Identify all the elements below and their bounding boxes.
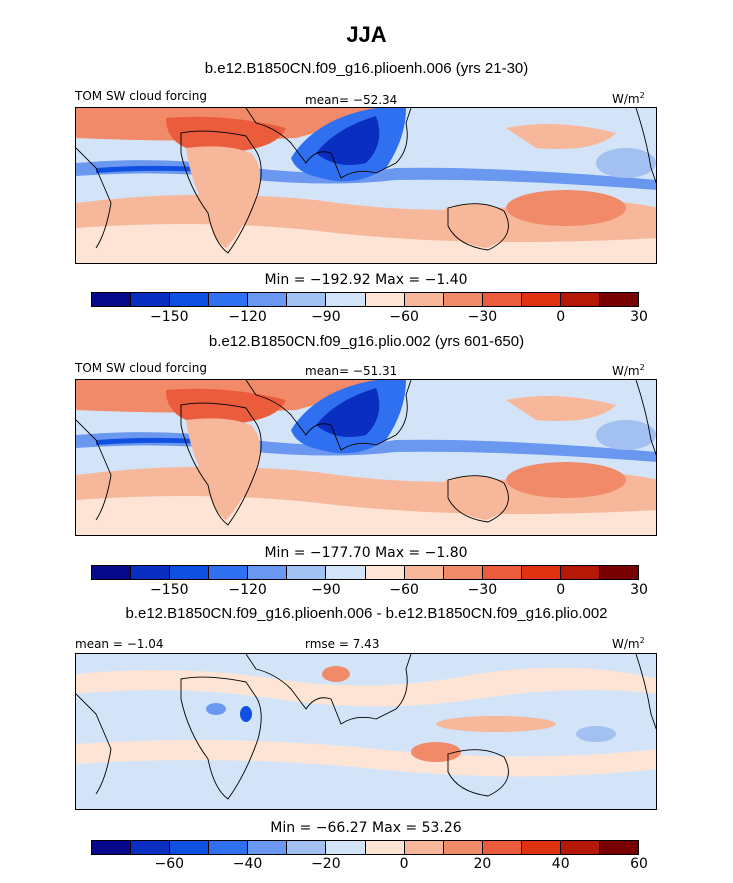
- colorbar-tick-label: −30: [467, 582, 498, 598]
- colorbar-swatch: [521, 293, 561, 306]
- colorbar-tick-label: −20: [311, 856, 341, 872]
- colorbar-swatch: [560, 293, 601, 306]
- colorbar-swatch: [560, 841, 601, 854]
- panel-3-colorbar: [91, 840, 639, 855]
- panel-2-map-svg: [76, 380, 656, 535]
- colorbar-swatch: [326, 566, 366, 579]
- colorbar-swatch: [443, 841, 483, 854]
- panel-3-units: W/m2: [612, 636, 645, 651]
- colorbar-swatch: [482, 841, 522, 854]
- colorbar-swatch: [326, 841, 366, 854]
- panel-1-title: b.e12.B1850CN.f09_g16.plioenh.006 (yrs 2…: [204, 60, 529, 77]
- colorbar-swatch: [365, 841, 405, 854]
- panel-1-map: [75, 107, 657, 264]
- colorbar-tick-label: −150: [150, 309, 189, 325]
- panel-3-map-svg: [76, 654, 656, 809]
- panel-3-min-max: Min = −66.27 Max = 53.26: [270, 820, 462, 836]
- colorbar-tick-label: 40: [551, 856, 570, 872]
- colorbar-swatch: [131, 841, 171, 854]
- colorbar-swatch: [248, 293, 288, 306]
- colorbar-swatch: [92, 566, 132, 579]
- panel-3-map: [75, 653, 657, 810]
- colorbar-tick-label: 20: [473, 856, 492, 872]
- colorbar-swatch: [209, 566, 249, 579]
- colorbar-swatch: [600, 293, 639, 306]
- colorbar-tick-label: 30: [630, 309, 648, 325]
- colorbar-swatch: [248, 841, 288, 854]
- colorbar-swatch: [287, 566, 327, 579]
- colorbar-swatch: [521, 841, 561, 854]
- colorbar-swatch: [248, 566, 288, 579]
- panel-2-units: W/m2: [612, 363, 645, 378]
- colorbar-swatch: [170, 566, 210, 579]
- colorbar-tick-label: 30: [630, 582, 648, 598]
- colorbar-swatch: [131, 293, 171, 306]
- colorbar-swatch: [209, 841, 249, 854]
- colorbar-swatch: [443, 566, 483, 579]
- colorbar-tick-label: −150: [150, 582, 189, 598]
- colorbar-tick-label: −90: [311, 582, 341, 598]
- colorbar-swatch: [92, 841, 132, 854]
- figure-title: JJA: [346, 22, 387, 47]
- panel-1-mean-label: mean= −52.34: [305, 93, 398, 107]
- panel-1-units: W/m2: [612, 91, 645, 106]
- colorbar-tick-label: −60: [154, 856, 185, 872]
- colorbar-tick-label: −30: [467, 309, 498, 325]
- colorbar-swatch: [482, 566, 522, 579]
- colorbar-tick-label: −90: [311, 309, 341, 325]
- colorbar-swatch: [521, 566, 561, 579]
- colorbar-swatch: [365, 293, 405, 306]
- colorbar-swatch: [365, 566, 405, 579]
- colorbar-swatch: [600, 566, 639, 579]
- colorbar-tick-label: −60: [389, 582, 419, 598]
- colorbar-tick-label: 0: [556, 582, 566, 598]
- colorbar-swatch: [209, 293, 249, 306]
- colorbar-tick-label: −120: [228, 582, 267, 598]
- colorbar-swatch: [404, 841, 444, 854]
- colorbar-swatch: [131, 566, 171, 579]
- colorbar-tick-label: −40: [232, 856, 263, 872]
- colorbar-swatch: [326, 293, 366, 306]
- panel-1-map-svg: [76, 108, 656, 263]
- colorbar-swatch: [92, 293, 132, 306]
- colorbar-swatch: [600, 841, 639, 854]
- panel-2-title: b.e12.B1850CN.f09_g16.plio.002 (yrs 601-…: [208, 333, 525, 350]
- panel-2-min-max: Min = −177.70 Max = −1.80: [264, 545, 468, 561]
- panel-2-colorbar: [91, 565, 639, 580]
- colorbar-swatch: [287, 841, 327, 854]
- colorbar-swatch: [170, 293, 210, 306]
- panel-2-map: [75, 379, 657, 536]
- colorbar-swatch: [443, 293, 483, 306]
- panel-2-variable-label: TOM SW cloud forcing: [75, 361, 207, 375]
- colorbar-tick-label: −120: [228, 309, 267, 325]
- colorbar-tick-label: −60: [389, 309, 419, 325]
- panel-1-colorbar-ticks: −150 −120 −90 −60 −30 0 30: [91, 309, 648, 327]
- panel-1-colorbar: [91, 292, 639, 307]
- panel-1-variable-label: TOM SW cloud forcing: [75, 89, 207, 103]
- colorbar-swatch: [482, 293, 522, 306]
- panel-1-min-max: Min = −192.92 Max = −1.40: [264, 272, 468, 288]
- panel-3-rmse-label: rmse = 7.43: [305, 637, 380, 651]
- colorbar-tick-label: 60: [630, 856, 648, 872]
- panel-3-mean-label: mean = −1.04: [75, 637, 164, 651]
- panel-2-colorbar-ticks: −150 −120 −90 −60 −30 0 30: [91, 582, 648, 600]
- colorbar-swatch: [560, 566, 601, 579]
- panel-3-title: b.e12.B1850CN.f09_g16.plioenh.006 - b.e1…: [125, 605, 608, 622]
- panel-3-colorbar-ticks: −60 −40 −20 0 20 40 60: [91, 856, 648, 874]
- colorbar-swatch: [404, 293, 444, 306]
- colorbar-swatch: [170, 841, 210, 854]
- colorbar-swatch: [404, 566, 444, 579]
- colorbar-tick-label: 0: [556, 309, 566, 325]
- colorbar-tick-label: 0: [399, 856, 409, 872]
- panel-2-mean-label: mean= −51.31: [305, 364, 398, 378]
- colorbar-swatch: [287, 293, 327, 306]
